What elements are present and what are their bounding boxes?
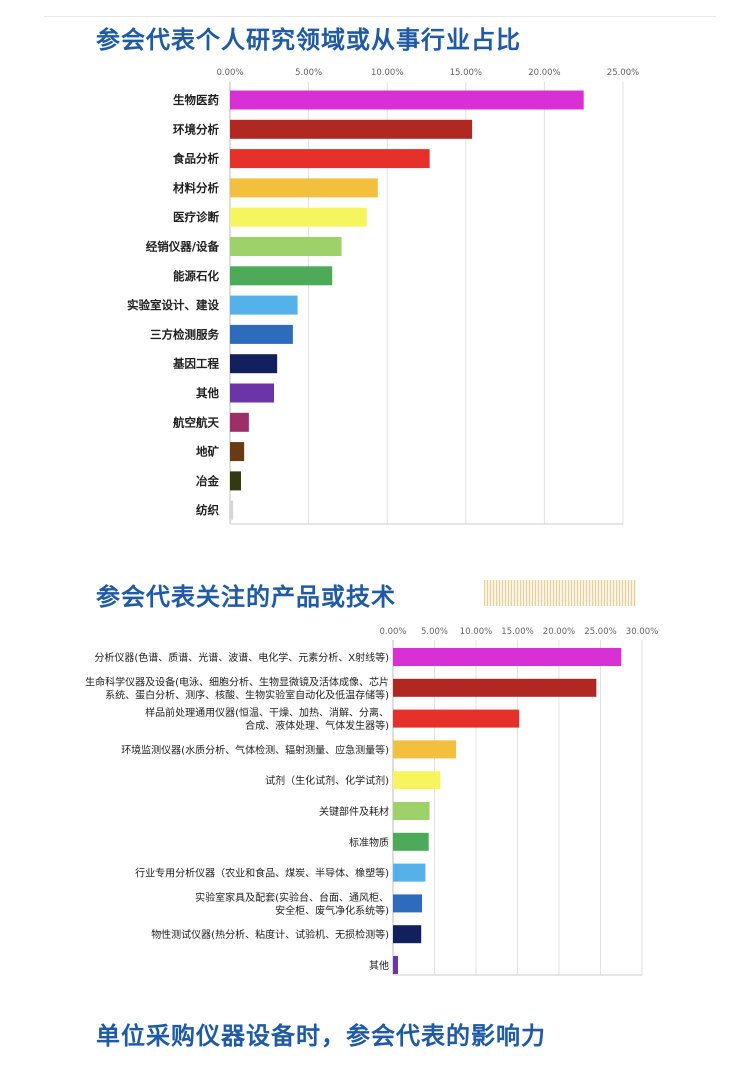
category-label: 合成、液体处理、气体发生器等) — [245, 719, 389, 732]
product-interest-bar-chart: 0.00% 5.00% 10.00% 15.00% 20.00% 25.00% 30.00%… — [85, 627, 658, 976]
x-tick-label: 5.00% — [295, 68, 322, 78]
category-label: 地矿 — [196, 445, 219, 459]
category-label: 生命科学仪器及设备(电泳、细胞分析、生物显微镜及活体成像、芯片 — [85, 675, 389, 688]
bar — [393, 740, 457, 759]
bar — [230, 412, 249, 432]
category-label: 物性测试仪器(热分析、粘度计、试验机、无损检测等) — [151, 928, 389, 941]
bar — [230, 178, 378, 198]
category-label: 基因工程 — [172, 357, 219, 371]
bar — [230, 471, 242, 491]
bar — [230, 354, 278, 374]
bar — [393, 648, 622, 666]
decorative-stripes — [484, 580, 636, 606]
category-label: 医疗诊断 — [173, 210, 219, 224]
x-tick-label: 10.00% — [371, 68, 403, 78]
x-tick-label: 15.00% — [450, 68, 482, 78]
bar — [230, 237, 342, 256]
category-label: 安全柜、废气净化系统等) — [275, 904, 389, 917]
bar — [230, 90, 584, 110]
bar — [230, 207, 367, 227]
category-label: 航空航天 — [173, 415, 219, 429]
category-label: 试剂（生化试剂、化学试剂) — [265, 774, 389, 787]
section-title-research-fields: 参会代表个人研究领域或从事行业占比 — [96, 26, 521, 54]
bar — [230, 119, 473, 139]
top-divider — [44, 16, 716, 17]
bar — [393, 863, 426, 882]
bar — [393, 709, 520, 728]
bar — [393, 956, 398, 974]
category-label: 能源石化 — [173, 269, 219, 283]
bar — [230, 383, 275, 403]
bar — [230, 295, 298, 315]
x-tick-label: 0.00% — [216, 68, 243, 78]
category-label: 纺织 — [196, 503, 219, 517]
x-tick-label: 20.00% — [528, 68, 560, 78]
x-tick-label: 5.00% — [421, 627, 448, 637]
category-label: 环境分析 — [173, 122, 219, 136]
bar — [393, 678, 597, 697]
bar — [230, 324, 293, 344]
x-tick-label: 25.00% — [607, 68, 639, 78]
category-label: 冶金 — [196, 474, 219, 488]
x-tick-label: 25.00% — [584, 627, 616, 637]
bar — [393, 771, 441, 790]
category-label: 经销仪器/设备 — [146, 240, 220, 254]
category-label: 生物医药 — [173, 93, 219, 107]
category-label: 系统、蛋白分析、测序、核酸、生物实验室自动化及低温存储等) — [105, 688, 389, 701]
x-tick-label: 0.00% — [379, 627, 406, 637]
section-title-purchase-influence: 单位采购仪器设备时，参会代表的影响力 — [96, 1022, 546, 1050]
research-field-bar-chart: 0.00% 5.00% 10.00% 15.00% 20.00% 25.00% 生物医药环境… — [127, 68, 639, 525]
bar — [393, 925, 422, 944]
category-label: 关键部件及耗材 — [319, 805, 389, 818]
category-label: 实验室设计、建设 — [127, 298, 219, 312]
x-tick-label: 15.00% — [501, 627, 533, 637]
bar — [393, 802, 430, 820]
category-label: 材料分析 — [173, 181, 219, 195]
x-tick-label: 10.00% — [460, 627, 492, 637]
category-label: 其他 — [196, 386, 219, 400]
category-label: 行业专用分析仪器（农业和食品、煤炭、半导体、橡塑等) — [135, 867, 389, 880]
bar — [230, 442, 245, 462]
bar — [393, 832, 429, 851]
category-label: 标准物质 — [349, 836, 389, 849]
bar — [230, 266, 333, 286]
bar — [393, 894, 423, 913]
bar — [230, 500, 234, 520]
category-label: 实验室家具及配套(实验台、台面、通风柜、 — [195, 891, 389, 904]
x-tick-label: 20.00% — [543, 627, 575, 637]
category-label: 分析仪器(色谱、质谱、光谱、波谱、电化学、元素分析、X射线等) — [94, 651, 389, 664]
bar — [230, 149, 430, 169]
x-tick-label: 30.00% — [626, 627, 658, 637]
section-title-products-of-interest: 参会代表关注的产品或技术 — [96, 583, 396, 611]
category-label: 样品前处理通用仪器(恒温、干燥、加热、消解、分离、 — [145, 706, 389, 719]
category-label: 三方检测服务 — [150, 327, 219, 341]
category-label: 食品分析 — [173, 152, 219, 166]
category-label: 环境监测仪器(水质分析、气体检测、辐射测量、应急测量等) — [121, 743, 389, 756]
category-label: 其他 — [369, 959, 389, 972]
